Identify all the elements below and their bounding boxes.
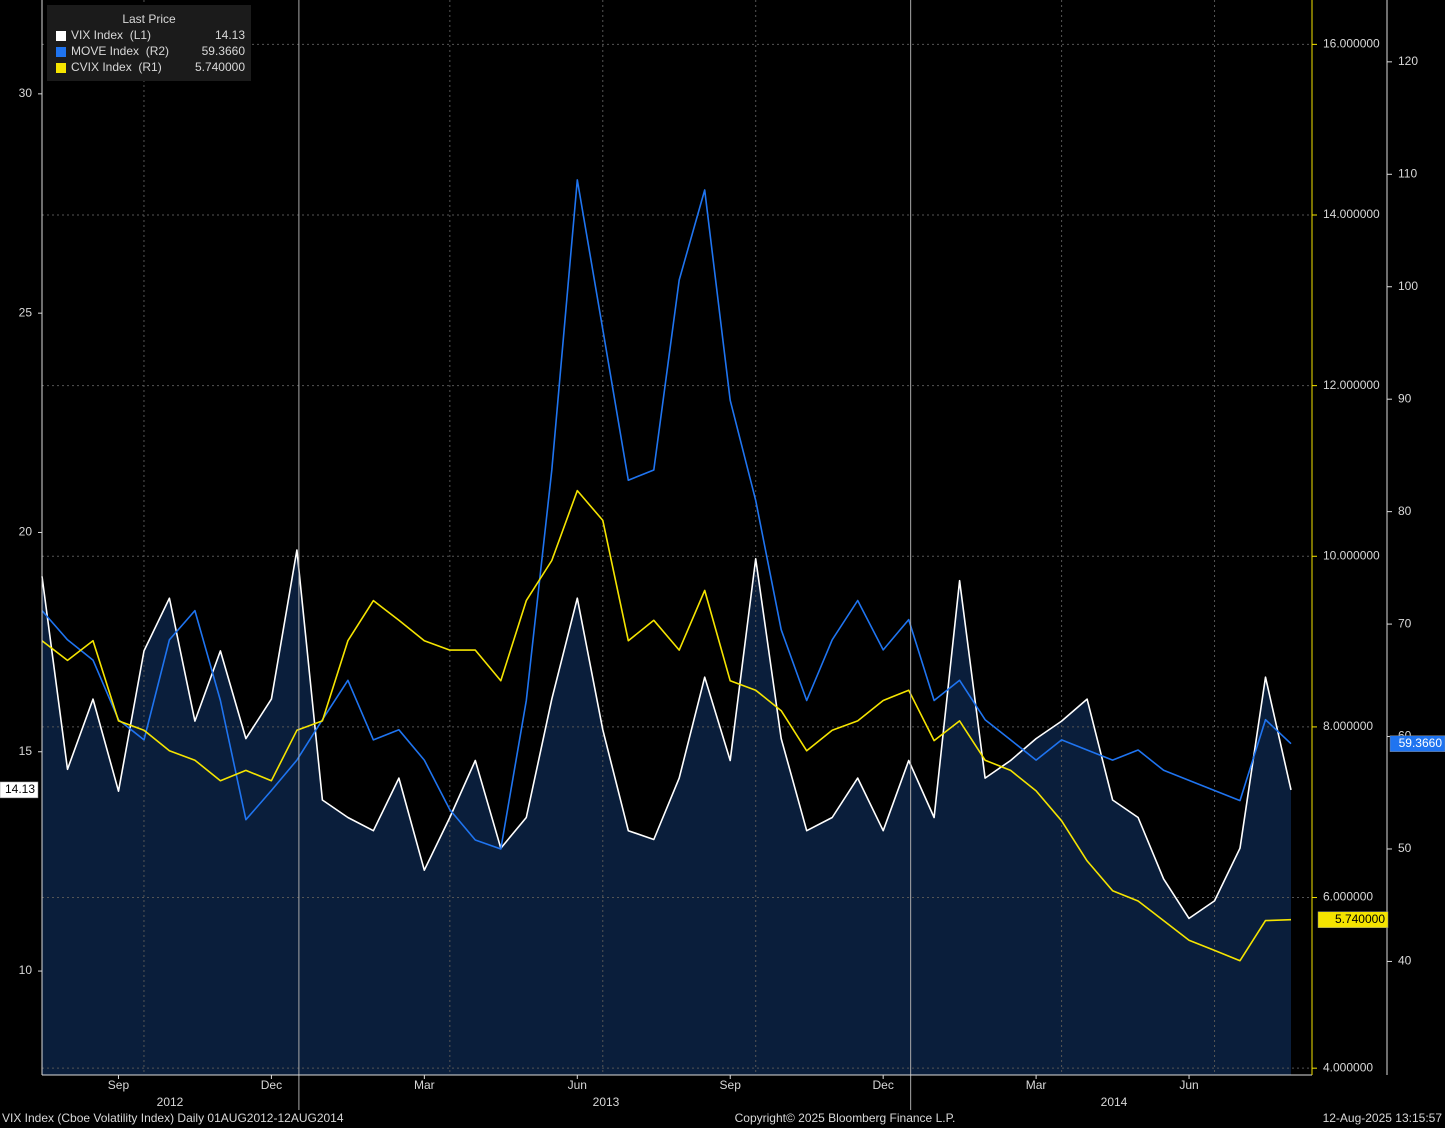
legend-swatch [56,63,66,73]
y3-tick-label: 40 [1398,954,1412,968]
x-tick-label: Mar [1026,1078,1047,1092]
y3-tick-label: 70 [1398,616,1412,630]
y-tick-label: 20 [19,525,33,539]
plot-area [42,550,1291,1075]
legend-box [47,5,251,81]
y2-tick-label: 16.000000 [1323,37,1380,51]
x-tick-label: Sep [108,1078,130,1092]
y2-tick-label: 10.000000 [1323,548,1380,562]
legend-swatch [56,31,66,41]
last-value-tag [0,781,39,799]
y3-tick-label: 90 [1398,391,1412,405]
footer-left: VIX Index (Cboe Volatility Index) Daily … [2,1111,344,1125]
y3-tick-label: 120 [1398,54,1418,68]
y-tick-label: 30 [19,86,33,100]
y2-tick-label: 4.000000 [1323,1060,1373,1074]
x-tick-label: Mar [414,1078,435,1092]
x-tick-label: Dec [872,1078,893,1092]
x-tick-label: Sep [720,1078,742,1092]
series-line [41,179,1292,850]
y2-tick-label: 8.000000 [1323,719,1373,733]
x-tick-label: Jun [1179,1078,1198,1092]
year-label: 2014 [1101,1095,1128,1109]
series-line [41,489,1292,962]
y2-tick-label: 12.000000 [1323,378,1380,392]
y2-tick-label: 14.000000 [1323,207,1380,221]
legend-label: MOVE Index (R2) [71,44,169,58]
last-value-tag [1389,735,1445,752]
area [42,550,1291,1075]
x-tick-label: Jun [568,1078,587,1092]
legend-value: 14.13 [215,28,245,42]
y3-tick-label: 50 [1398,841,1412,855]
last-value-label: 59.3660 [1399,736,1443,750]
y-tick-label: 10 [19,963,33,977]
legend-label: VIX Index (L1) [71,28,151,42]
y3-tick-label: 80 [1398,504,1412,518]
last-value-label: 5.740000 [1335,912,1385,926]
year-label: 2012 [157,1095,184,1109]
y-tick-label: 15 [19,744,33,758]
legend-value: 5.740000 [195,60,245,74]
x-tick-label: Dec [261,1078,282,1092]
last-value-label: 14.13 [5,782,35,796]
series-line [41,549,1292,920]
y2-tick-label: 6.000000 [1323,890,1373,904]
footer-center: Copyright© 2025 Bloomberg Finance L.P. [735,1111,956,1125]
legend-value: 59.3660 [202,44,246,58]
y3-tick-label: 110 [1398,166,1417,180]
year-label: 2013 [593,1095,620,1109]
y3-tick-label: 100 [1398,279,1418,293]
legend-title: Last Price [122,12,176,26]
footer-right: 12-Aug-2025 13:15:57 [1323,1111,1443,1125]
last-value-tag [1317,911,1389,928]
legend-swatch [56,47,66,57]
y-tick-label: 25 [19,305,33,319]
legend-label: CVIX Index (R1) [71,60,162,74]
